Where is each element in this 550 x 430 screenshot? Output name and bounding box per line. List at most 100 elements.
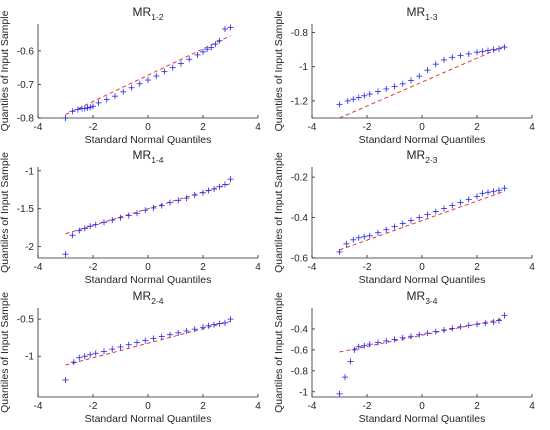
data-point <box>501 44 508 51</box>
x-tick-label: 0 <box>145 401 151 412</box>
panel-title-main: MR <box>407 148 426 162</box>
data-point <box>336 390 343 397</box>
data-point <box>62 376 69 383</box>
y-tick-label: -2 <box>25 242 34 253</box>
data-point <box>87 104 94 111</box>
data-point <box>216 320 223 327</box>
data-point <box>62 251 69 258</box>
data-point <box>216 37 223 44</box>
x-tick-label: -2 <box>89 401 98 412</box>
x-tick-label: 0 <box>145 122 151 133</box>
data-point <box>432 61 439 68</box>
data-point <box>490 46 497 53</box>
data-point <box>474 193 480 200</box>
data-point <box>211 185 217 192</box>
data-point <box>84 104 91 111</box>
panel-title: MR3-4 <box>407 289 438 306</box>
data-point <box>92 221 99 228</box>
panel-title: MR1-2 <box>133 5 164 22</box>
qq-panel-2: -4 -2 0 2 4 -1.2 -1 -0.8 MR1-3 Standard Normal Qu… <box>273 5 535 146</box>
data-point <box>375 339 381 346</box>
data-point <box>474 49 480 56</box>
panel-title: MR1-4 <box>133 148 164 165</box>
data-point <box>355 94 362 101</box>
x-tick-label: 4 <box>529 401 535 412</box>
data-point <box>351 346 358 353</box>
x-tick-label: -2 <box>89 262 98 273</box>
panel-title-main: MR <box>133 289 152 303</box>
x-tick-label: -4 <box>34 122 43 133</box>
data-point <box>142 207 149 214</box>
data-point <box>175 329 182 336</box>
data-point <box>465 196 472 203</box>
data-point <box>490 188 497 195</box>
data-point <box>81 353 88 360</box>
y-tick-label: -0.7 <box>17 80 35 91</box>
x-axis-label: Standard Normal Quantiles <box>359 274 486 286</box>
x-tick-label: 4 <box>529 122 535 133</box>
data-point <box>465 50 472 57</box>
data-point <box>482 320 489 327</box>
y-axis-label: Quantiles of Input Sample <box>273 292 285 413</box>
panel-title: MR2-4 <box>133 289 164 306</box>
x-tick-label: -4 <box>34 401 43 412</box>
x-tick-label: 4 <box>529 262 535 273</box>
x-tick-label: -4 <box>308 122 317 133</box>
data-point <box>145 77 151 84</box>
data-point <box>474 321 480 328</box>
data-point <box>167 331 173 338</box>
y-tick-label: -1.5 <box>17 204 35 215</box>
data-point <box>212 41 219 48</box>
data-point <box>134 210 140 217</box>
panel-title: MR2-3 <box>407 148 438 165</box>
panel-title-main: MR <box>133 148 152 162</box>
data-point <box>336 101 343 108</box>
data-point <box>383 337 390 344</box>
y-tick-label: -0.4 <box>291 324 309 335</box>
data-point <box>227 316 234 323</box>
data-point <box>161 68 168 75</box>
data-point <box>501 185 508 192</box>
x-tick-label: 0 <box>419 122 425 133</box>
x-tick-label: 0 <box>145 262 151 273</box>
y-tick-label: -0.8 <box>291 28 309 39</box>
data-point <box>391 336 398 343</box>
qq-panel-6: -4 -2 0 2 4 -1 -0.8 -0.6 -0.4 MR3-4 Standard Norma… <box>273 289 535 425</box>
qq-panel-1: -4 -2 0 2 4 -0.8 -0.7 -0.6 MR1-2 Standard Normal … <box>0 5 261 146</box>
data-point <box>81 105 88 112</box>
data-point <box>391 223 398 230</box>
x-tick-label: 0 <box>419 262 425 273</box>
data-point <box>375 229 381 236</box>
x-tick-label: -2 <box>363 401 372 412</box>
data-point <box>134 339 140 346</box>
data-point <box>117 214 124 221</box>
y-axis-label: Quantiles of Input Sample <box>273 152 285 273</box>
x-axis-label: Standard Normal Quantiles <box>359 413 486 425</box>
data-point <box>342 374 348 381</box>
data-point <box>70 359 77 366</box>
data-point <box>211 321 217 328</box>
data-point <box>366 341 373 348</box>
x-tick-label: 4 <box>255 262 261 273</box>
y-tick-label: -0.4 <box>291 213 309 224</box>
data-point <box>208 44 215 51</box>
reference-line <box>339 45 505 119</box>
data-point <box>408 217 414 224</box>
panel-title-subscript: 2-3 <box>425 155 438 165</box>
data-point <box>136 80 143 87</box>
data-point <box>69 108 76 115</box>
data-point <box>490 319 497 326</box>
x-tick-label: 4 <box>255 122 261 133</box>
x-tick-label: 0 <box>419 401 425 412</box>
panel-title-subscript: 2-4 <box>151 296 164 306</box>
panel-title-subscript: 1-3 <box>425 12 438 22</box>
x-tick-label: -2 <box>363 262 372 273</box>
y-tick-label: -0.8 <box>17 114 35 125</box>
data-point <box>169 64 176 71</box>
x-tick-label: 2 <box>200 401 206 412</box>
reference-line <box>65 35 231 116</box>
y-tick-label: -0.6 <box>291 254 309 265</box>
panel-title-main: MR <box>407 289 426 303</box>
data-point <box>103 96 110 103</box>
